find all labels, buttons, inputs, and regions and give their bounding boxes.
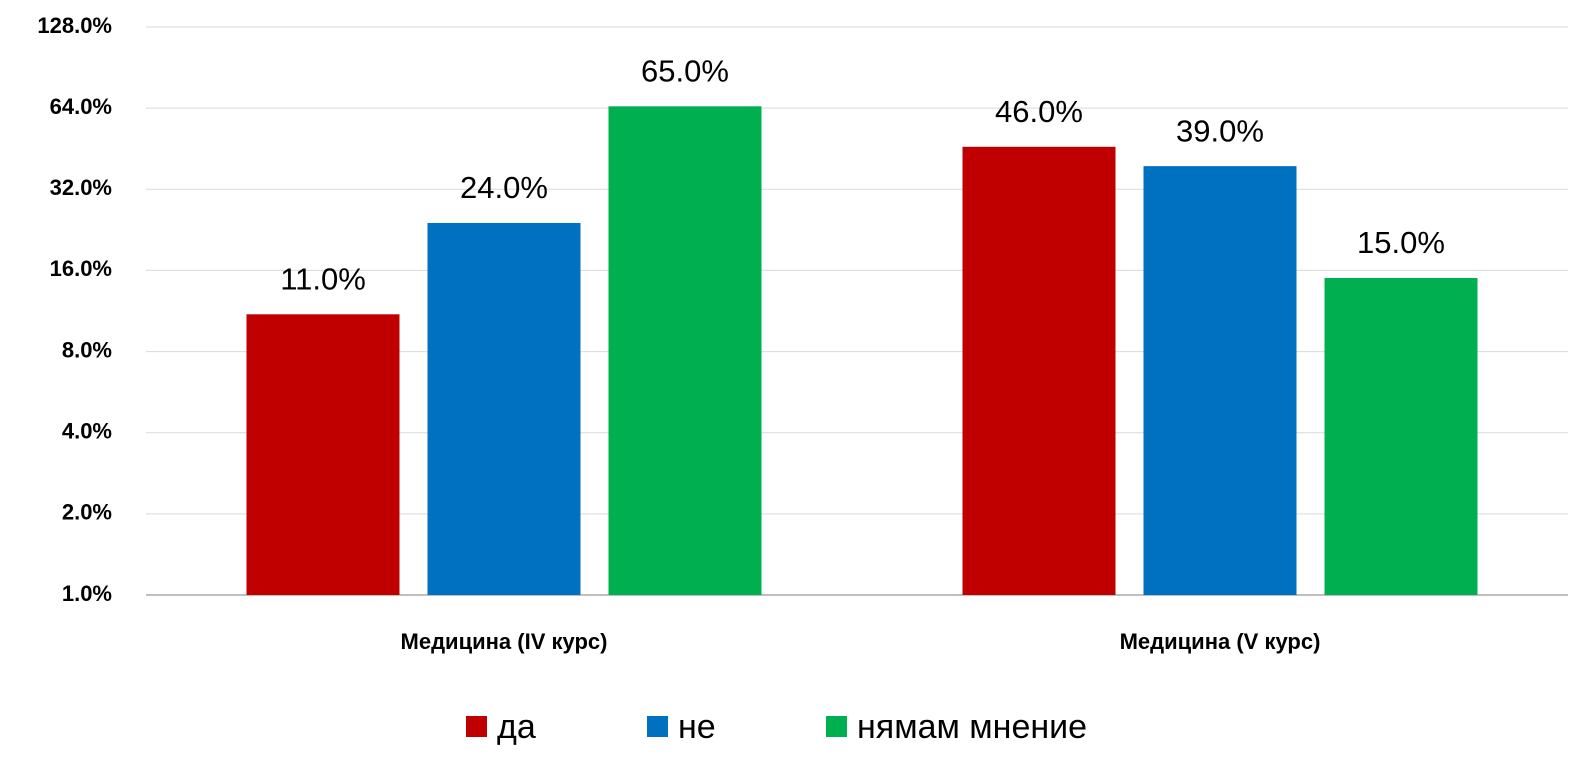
legend-swatch	[466, 716, 487, 737]
y-tick-label: 32.0%	[50, 175, 112, 200]
y-tick-label: 1.0%	[62, 581, 112, 606]
bar	[608, 106, 762, 595]
value-label: 46.0%	[995, 94, 1083, 129]
legend-swatch	[826, 716, 847, 737]
bar	[1324, 277, 1478, 595]
value-label: 15.0%	[1357, 225, 1445, 260]
legend-label: да	[497, 708, 536, 746]
y-tick-label: 2.0%	[62, 500, 112, 525]
value-label: 11.0%	[280, 261, 366, 296]
value-label: 24.0%	[460, 170, 548, 205]
y-tick-label: 4.0%	[62, 419, 112, 444]
bar	[246, 314, 400, 595]
x-tick-label: Медицина (IV курс)	[401, 629, 608, 654]
y-tick-label: 8.0%	[62, 337, 112, 362]
bar	[427, 222, 581, 595]
y-tick-label: 64.0%	[50, 94, 112, 119]
value-label: 65.0%	[641, 54, 729, 89]
bar	[1143, 166, 1297, 595]
y-tick-label: 128.0%	[37, 13, 112, 38]
value-label: 39.0%	[1176, 113, 1264, 148]
y-tick-label: 16.0%	[50, 256, 112, 281]
x-tick-label: Медицина (V курс)	[1120, 629, 1321, 654]
legend-swatch	[647, 716, 668, 737]
legend-label: нямам мнение	[857, 708, 1087, 746]
legend-label: не	[678, 708, 716, 746]
bar	[962, 146, 1116, 595]
